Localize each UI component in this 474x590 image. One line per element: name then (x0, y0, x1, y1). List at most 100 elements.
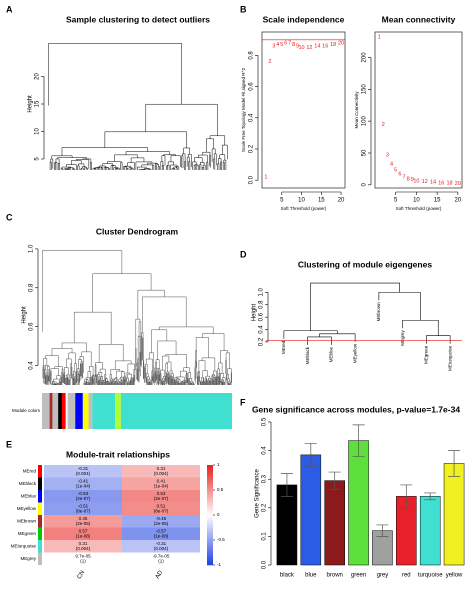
y-tick-label: 20 (35, 73, 41, 80)
x-tick-label: 15 (318, 198, 325, 204)
heatmap-cell (122, 552, 200, 565)
x-axis-label: Soft Threshold (power) (281, 206, 327, 211)
x-tick-label: blue (305, 573, 317, 579)
colorbar-step (207, 540, 213, 543)
y-tick-label: 150 (362, 84, 368, 95)
x-tick-label: 5 (280, 198, 284, 204)
row-color (38, 465, 42, 478)
point-label: 12 (422, 179, 428, 185)
y-tick-label: 100 (362, 115, 368, 126)
error-bar (328, 471, 341, 490)
heatmap-cell (44, 490, 122, 503)
y-axis-label: Mean Connectivity (354, 91, 359, 129)
colorbar-step (207, 530, 213, 533)
colorbar-step (207, 492, 213, 496)
bar (324, 480, 345, 566)
point-label: 14 (430, 180, 436, 186)
row-color (38, 540, 42, 553)
y-tick-label: 0.6 (29, 322, 35, 331)
colorbar-tick-label: 0.5 (217, 487, 224, 492)
leaf-label: MEred (281, 340, 286, 354)
module-color-segment (115, 393, 121, 429)
colorbar-step (207, 490, 213, 493)
error-bar (304, 443, 317, 467)
module-color-segment (52, 393, 59, 429)
cell-value: 0.45 (79, 516, 88, 521)
colorbar-step (207, 480, 213, 483)
x-tick-label: 10 (298, 198, 305, 204)
y-tick-label: 0.6 (249, 82, 255, 91)
colorbar-step (207, 527, 213, 531)
colorbar-label: Module colors (12, 408, 41, 413)
y-tick-label: 50 (362, 149, 368, 156)
heatmap-cell (44, 552, 122, 565)
y-axis-label: Gene Significance (255, 468, 261, 517)
colorbar-step (207, 525, 213, 528)
x-tick-label: black (280, 573, 295, 579)
heatmap-cell (122, 515, 200, 528)
point-label: 2 (382, 122, 385, 128)
row-label: MEgreen (18, 531, 37, 536)
error-bar (280, 473, 293, 497)
cell-pvalue: (0.004) (154, 471, 169, 476)
point-label: 18 (330, 42, 336, 48)
colorbar-step (207, 515, 213, 518)
cell-pvalue: (2e-05) (76, 521, 91, 526)
colorbar-step (207, 517, 213, 521)
tree-branch (378, 292, 421, 321)
cell-pvalue: (1e-08) (154, 534, 169, 539)
x-tick-label: grey (377, 573, 389, 579)
y-axis-label: Height (22, 306, 28, 324)
cell-value: 0.51 (157, 503, 166, 508)
point-label: 10 (298, 45, 304, 51)
y-tick-label: 0.8 (249, 51, 255, 60)
y-tick-label: 0.2 (259, 337, 265, 346)
point-label: 12 (306, 45, 312, 51)
colorbar-step (207, 545, 213, 548)
cell-pvalue: (1e-08) (76, 534, 91, 539)
heatmap-cell (44, 515, 122, 528)
colorbar-step (207, 470, 213, 473)
row-label: MEturquoise (11, 543, 37, 548)
chart-title: Scale independence (263, 14, 345, 24)
colorbar-tick-label: -1 (217, 562, 221, 567)
point-label: 9 (296, 43, 299, 49)
cell-value: -0.45 (156, 516, 167, 521)
cell-value: -0.51 (78, 503, 89, 508)
y-tick-label: 0.2 (249, 144, 255, 153)
cell-pvalue: (8e-07) (76, 509, 91, 514)
cell-value: 0.41 (157, 478, 166, 483)
cell-value: -0.31 (156, 541, 167, 546)
x-tick-label: 15 (434, 198, 441, 204)
heatmap-cell (122, 477, 200, 490)
cell-value: -0.41 (78, 478, 89, 483)
heatmap-cell (122, 502, 200, 515)
colorbar-step (207, 505, 213, 508)
cell-pvalue: (2e-07) (154, 496, 169, 501)
module-color-segment (75, 393, 83, 429)
cell-pvalue: (0.004) (76, 546, 91, 551)
tree-branch (310, 282, 400, 331)
heatmap-cell (44, 502, 122, 515)
panel-label: E (6, 439, 12, 449)
module-color-segment (61, 393, 66, 429)
panel-label: D (240, 249, 247, 259)
heatmap-cell (122, 490, 200, 503)
point-label: 3 (386, 152, 389, 158)
colorbar-step (207, 532, 213, 536)
colorbar-step (207, 475, 213, 478)
x-tick-label: yellow (446, 573, 463, 579)
panel-label: A (6, 4, 13, 14)
heatmap-cell (44, 477, 122, 490)
point-label: 6 (284, 40, 287, 46)
module-color-segment (49, 393, 53, 429)
cell-pvalue: (1e-04) (154, 484, 169, 489)
y-tick-label: 0.1 (262, 532, 268, 541)
colorbar-step (207, 485, 213, 488)
leaf-label: MEyellow (352, 343, 357, 363)
y-tick-label: 200 (362, 52, 368, 63)
error-bar (448, 450, 461, 477)
bar (348, 440, 369, 566)
y-tick-label: 0.0 (262, 560, 268, 569)
cell-pvalue: (2e-05) (154, 521, 169, 526)
